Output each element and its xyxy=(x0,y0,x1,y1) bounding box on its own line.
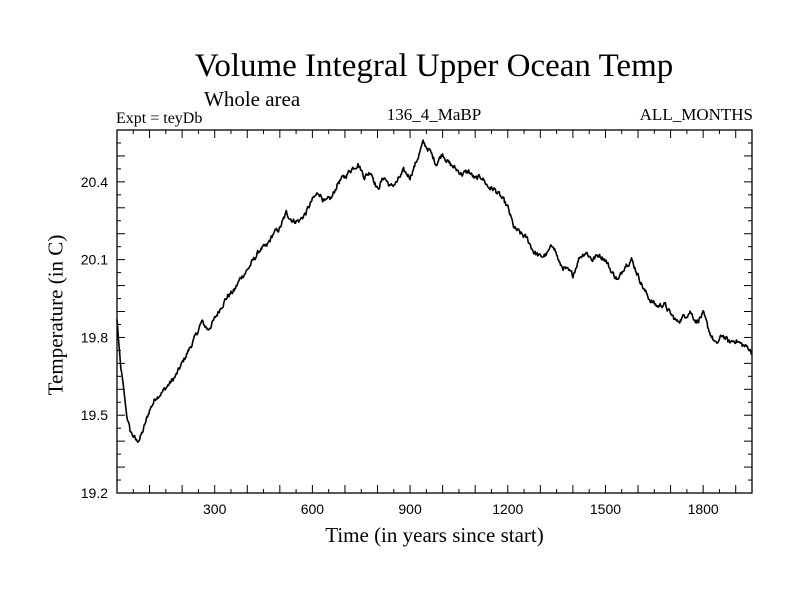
y-tick-labels: 19.2 19.5 19.8 20.1 20.4 xyxy=(81,174,108,501)
experiment-label: Expt = teyDb xyxy=(116,110,203,127)
chart-title: Volume Integral Upper Ocean Temp xyxy=(194,48,674,84)
x-tick-label: 900 xyxy=(398,501,422,517)
x-tick-label: 300 xyxy=(203,501,227,517)
x-tick-labels: 300 600 900 1200 1500 1800 xyxy=(203,501,719,517)
chart-subtitle: Whole area xyxy=(204,87,301,111)
y-tick-label: 19.8 xyxy=(81,329,108,345)
x-tick-label: 600 xyxy=(301,501,325,517)
y-tick-label: 19.5 xyxy=(81,407,108,423)
axis-ticks xyxy=(117,130,752,493)
x-axis-label: Time (in years since start) xyxy=(325,523,544,547)
run-label: 136_4_MaBP xyxy=(386,105,482,124)
y-tick-label: 20.1 xyxy=(81,252,108,268)
y-tick-label: 20.4 xyxy=(81,174,108,190)
series-line xyxy=(116,139,753,443)
x-tick-label: 1200 xyxy=(492,501,523,517)
x-tick-label: 1500 xyxy=(590,501,621,517)
x-tick-label: 1800 xyxy=(688,501,719,517)
y-tick-label: 19.2 xyxy=(81,485,108,501)
plot-frame xyxy=(116,129,753,494)
months-label: ALL_MONTHS xyxy=(639,105,753,124)
